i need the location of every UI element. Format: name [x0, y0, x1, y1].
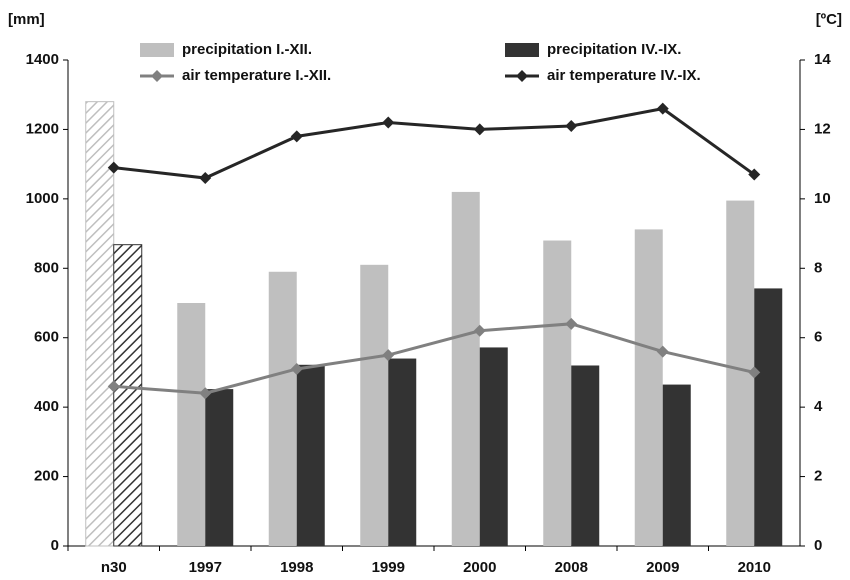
legend-label: precipitation I.-XII.: [182, 41, 312, 58]
marker: [199, 387, 212, 400]
y-tick-label: 1000: [26, 190, 59, 207]
legend-swatch: [140, 43, 174, 57]
marker: [290, 130, 303, 143]
marker: [382, 349, 395, 362]
x-tick-label: 2009: [646, 559, 679, 576]
y2-tick-label: 4: [814, 398, 823, 415]
bar: [205, 389, 234, 546]
y-tick-label: 600: [34, 329, 59, 346]
marker: [107, 380, 120, 393]
x-tick-label: 1998: [280, 559, 313, 576]
y-tick-label: 0: [51, 537, 59, 554]
y-tick-label: 400: [34, 398, 59, 415]
y-axis-label: [mm]: [8, 11, 45, 28]
marker: [748, 366, 761, 379]
x-tick-label: 1997: [189, 559, 222, 576]
marker: [382, 116, 395, 129]
marker: [656, 102, 669, 115]
y2-tick-label: 0: [814, 537, 822, 554]
y-tick-label: 800: [34, 259, 59, 276]
line: [113, 322, 755, 395]
y-tick-label: 1200: [26, 120, 59, 137]
legend-swatch: [516, 70, 528, 82]
y2-tick-label: 8: [814, 259, 822, 276]
bar: [754, 288, 783, 546]
marker: [565, 119, 578, 132]
legend-swatch: [505, 43, 539, 57]
line: [113, 107, 756, 180]
y2-tick-label: 6: [814, 329, 822, 346]
x-tick-label: 1999: [372, 559, 405, 576]
legend-label: air temperature I.-XII.: [182, 67, 331, 84]
bar: [543, 240, 572, 546]
x-tick-label: 2010: [738, 559, 771, 576]
legend-swatch: [151, 70, 163, 82]
marker: [107, 161, 120, 174]
x-tick-label: n30: [101, 559, 127, 576]
bar: [360, 264, 389, 546]
marker: [290, 362, 303, 375]
y-tick-label: 200: [34, 468, 59, 485]
y2-tick-label: 2: [814, 468, 822, 485]
legend-label: precipitation IV.-IX.: [547, 41, 681, 58]
marker: [565, 317, 578, 330]
marker: [473, 324, 486, 337]
x-tick-label: 2000: [463, 559, 496, 576]
marker: [656, 345, 669, 358]
bar: [388, 358, 417, 546]
bar: [634, 229, 663, 547]
bar: [662, 384, 691, 546]
marker: [748, 168, 761, 181]
y2-tick-label: 14: [814, 51, 831, 68]
y2-tick-label: 10: [814, 190, 831, 207]
bar: [177, 303, 206, 546]
y2-tick-label: 12: [814, 120, 831, 137]
bar: [268, 271, 297, 546]
legend-label: air temperature IV.-IX.: [547, 67, 701, 84]
marker: [473, 123, 486, 136]
bar: [479, 347, 508, 546]
bar: [296, 364, 325, 546]
y2-axis-label: [ºC]: [816, 11, 842, 28]
y-tick-label: 1400: [26, 51, 59, 68]
marker: [199, 172, 212, 185]
x-tick-label: 2008: [555, 559, 588, 576]
bar: [571, 365, 600, 546]
bar: [451, 191, 480, 546]
bar: [113, 244, 143, 547]
